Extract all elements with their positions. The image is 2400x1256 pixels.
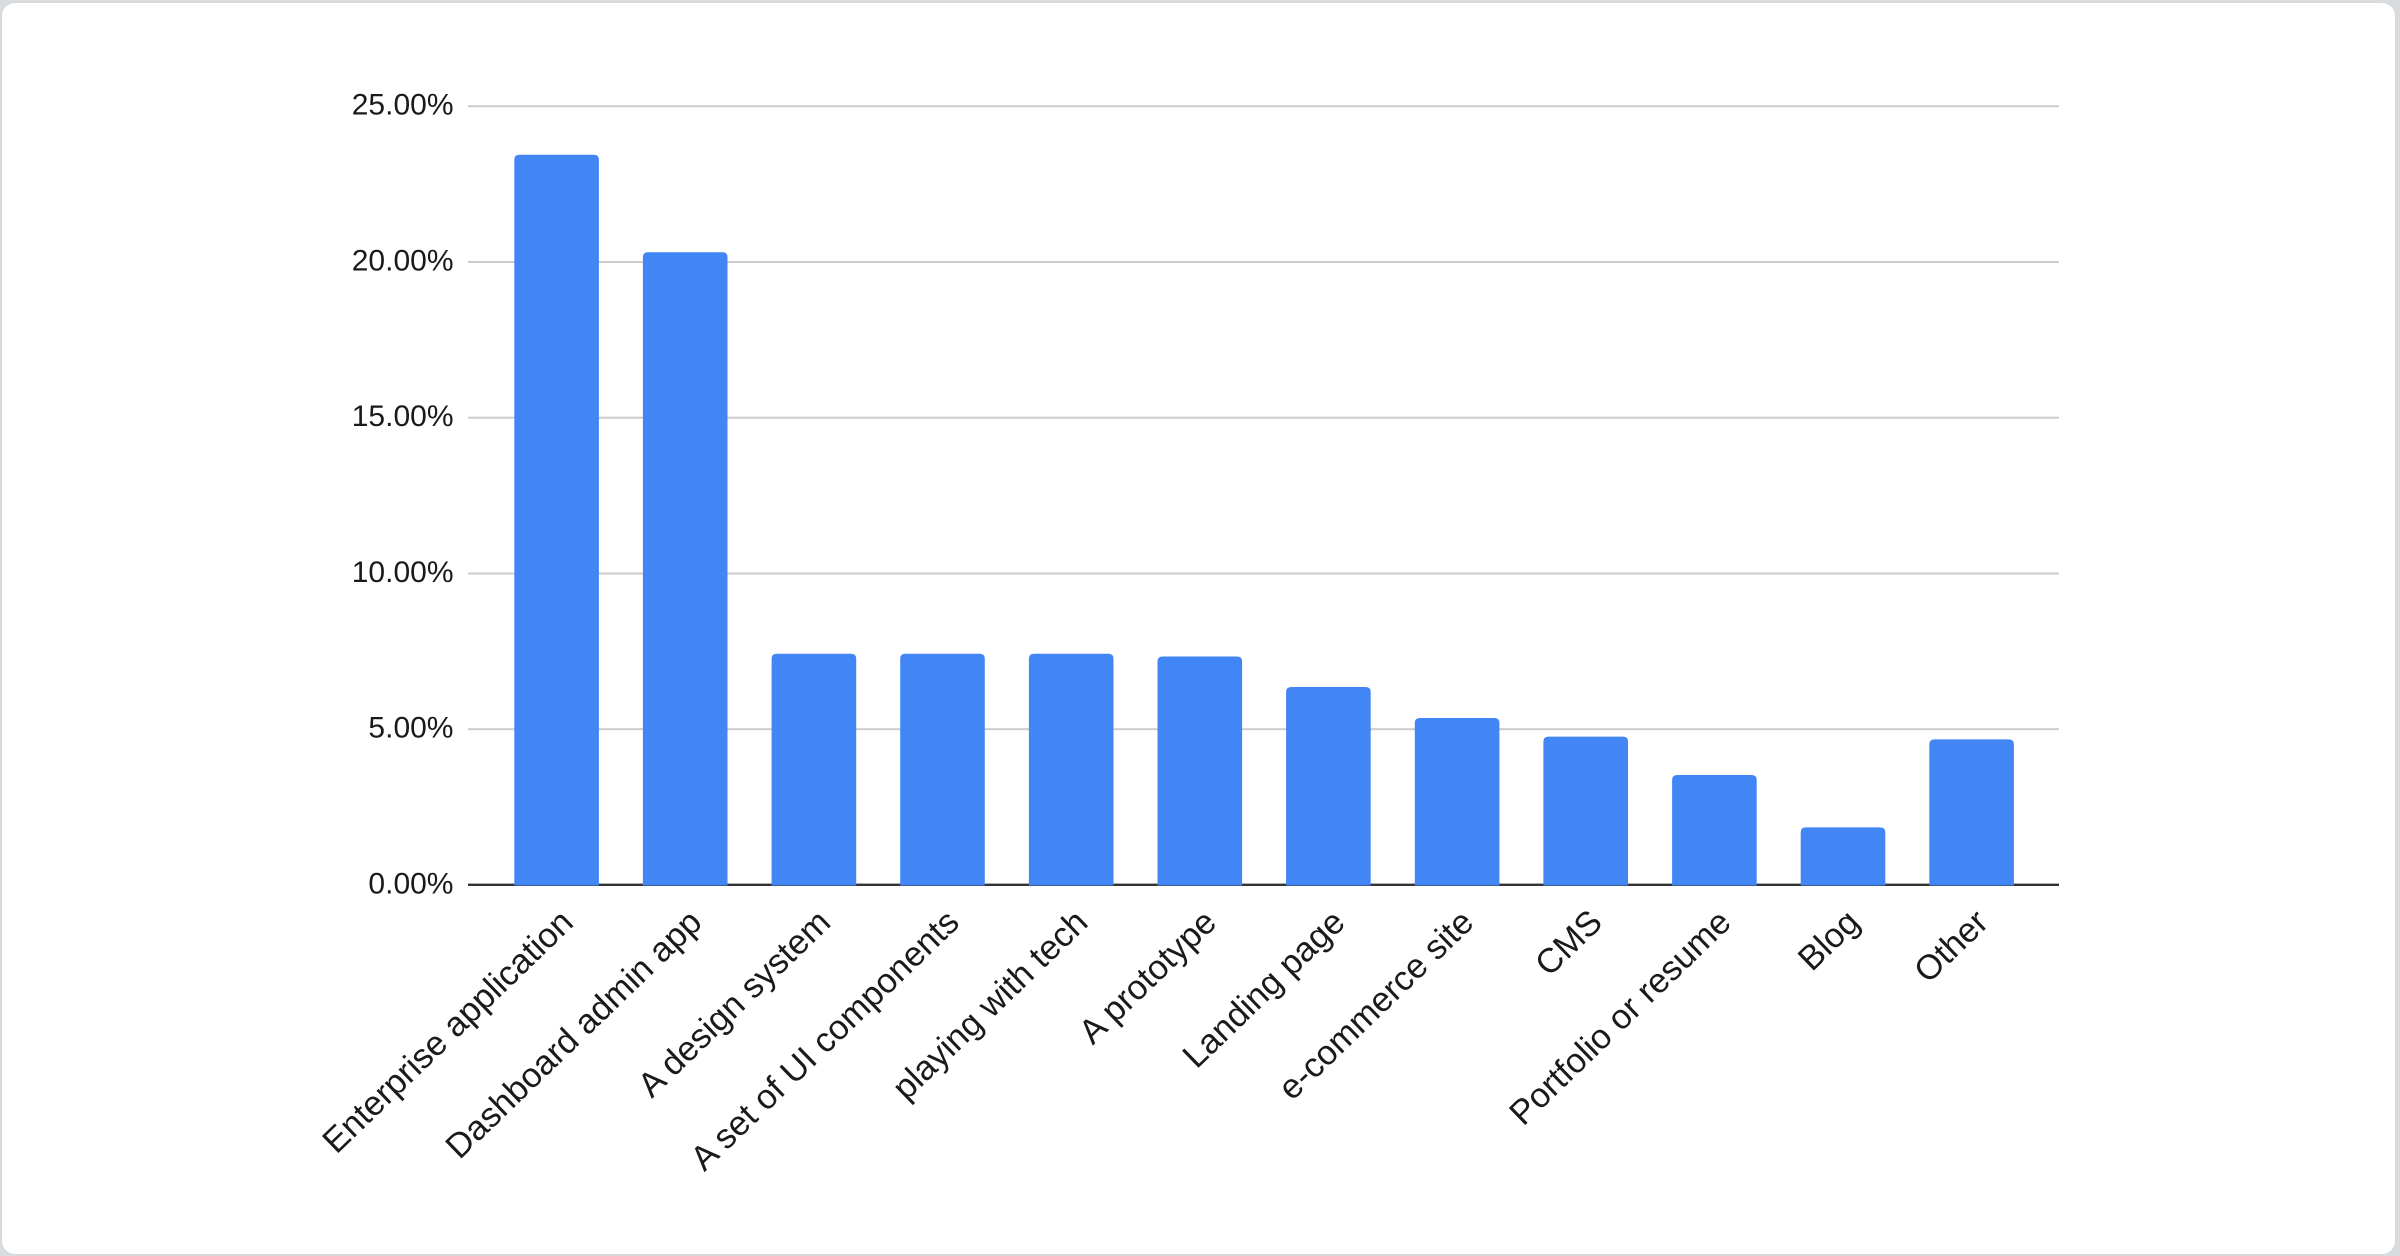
svg-text:Enterprise application: Enterprise application xyxy=(316,903,581,1161)
svg-text:5.00%: 5.00% xyxy=(368,712,453,745)
svg-text:CMS: CMS xyxy=(1528,903,1610,984)
svg-text:Other: Other xyxy=(1907,903,1995,990)
svg-text:20.00%: 20.00% xyxy=(352,245,454,278)
svg-text:Blog: Blog xyxy=(1791,903,1867,978)
svg-text:Dashboard admin app: Dashboard admin app xyxy=(439,903,710,1166)
svg-text:10.00%: 10.00% xyxy=(352,556,454,589)
svg-text:A set of UI components: A set of UI components xyxy=(684,903,967,1178)
svg-text:15.00%: 15.00% xyxy=(352,400,454,433)
svg-text:25.00%: 25.00% xyxy=(352,89,454,122)
svg-text:Portfolio or resume: Portfolio or resume xyxy=(1502,903,1738,1133)
svg-text:0.00%: 0.00% xyxy=(368,868,453,901)
